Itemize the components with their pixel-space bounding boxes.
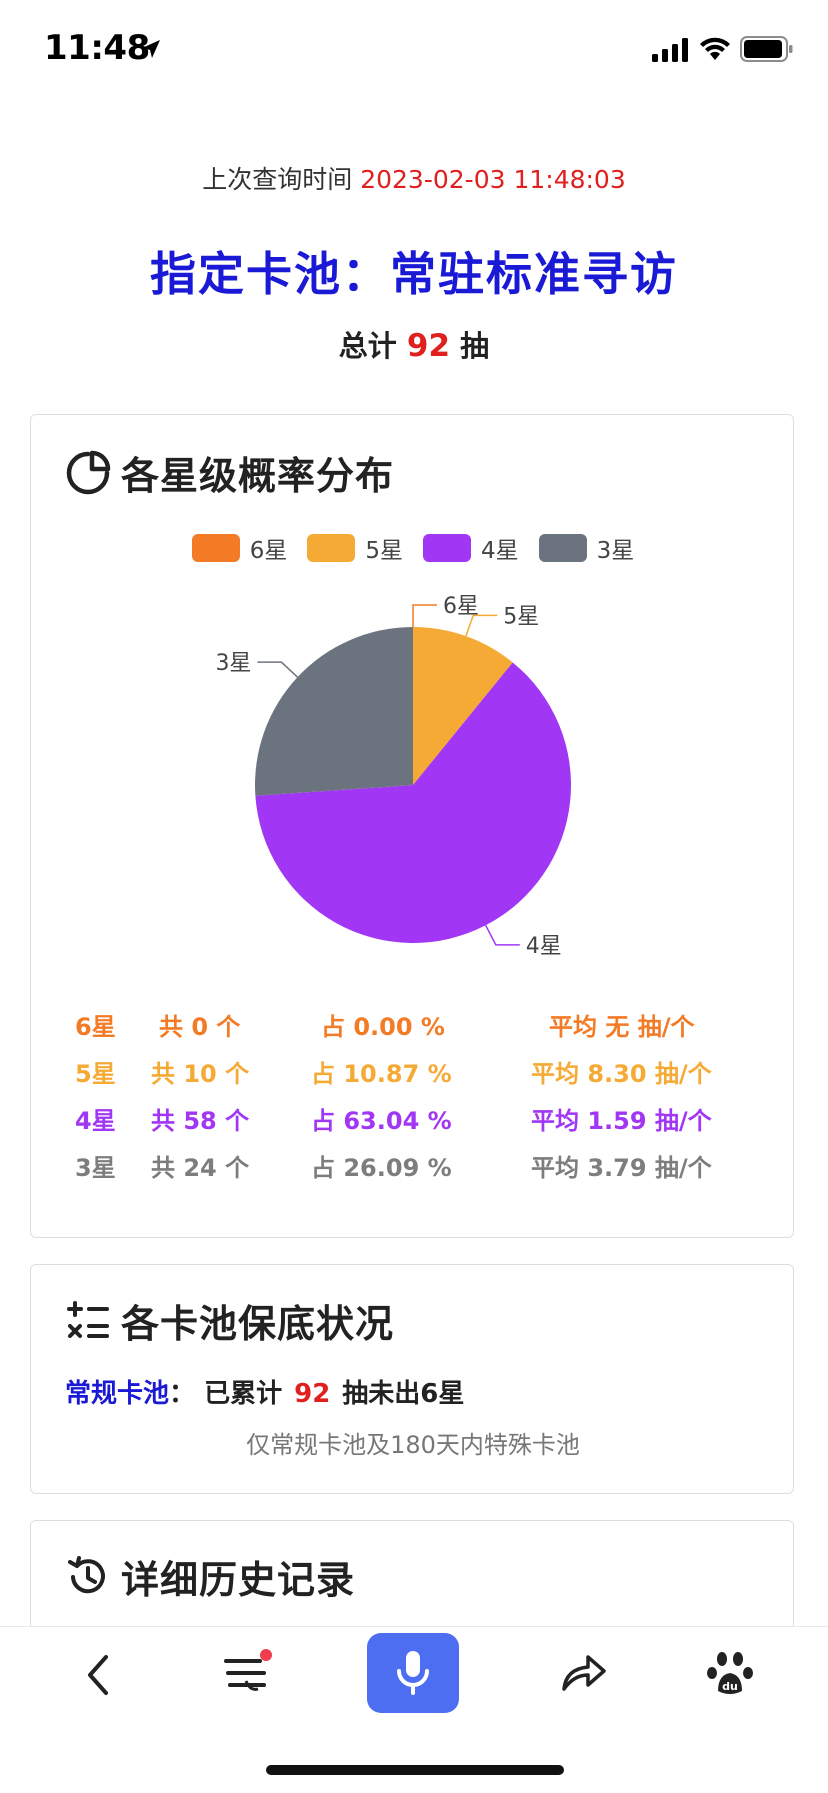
stat-average: 平均 3.79 抽/个: [531, 1154, 712, 1182]
pie-leader-line: [257, 661, 299, 678]
stat-count: 共 10 个: [151, 1060, 250, 1088]
pity-card-header: 各卡池保底状况: [65, 1293, 394, 1348]
distribution-card-title: 各星级概率分布: [121, 454, 395, 498]
pie-label: 5星: [503, 604, 539, 629]
stat-count: 共 24 个: [151, 1154, 250, 1182]
stat-average: 平均 1.59 抽/个: [531, 1107, 712, 1135]
chart-legend: 6星 5星 4星 3星: [31, 531, 795, 565]
stat-row-3star: 3星 共 24 个 占 26.09 % 平均 3.79 抽/个: [31, 1148, 795, 1192]
stat-row-4star: 4星 共 58 个 占 63.04 % 平均 1.59 抽/个: [31, 1101, 795, 1145]
pie-leader-line: [485, 924, 520, 946]
status-bar: 11:48: [0, 0, 828, 100]
bottom-toolbar: du: [0, 1626, 828, 1793]
distribution-card: 各星级概率分布 6星 5星 4星 3星 6星 5星 4星 3星 6星 共 0 个 占 …: [30, 414, 794, 1238]
home-indicator[interactable]: [266, 1765, 564, 1775]
legend-label: 3星: [596, 538, 635, 564]
legend-item-3star[interactable]: 3星: [538, 531, 635, 565]
pity-accum-label: 已累计: [204, 1379, 283, 1409]
pity-note: 仅常规卡池及180天内特殊卡池: [246, 1431, 580, 1459]
pie-slice-3星[interactable]: [254, 627, 413, 796]
query-time-value: 2023-02-03 11:48:03: [360, 165, 626, 194]
stat-percent: 占 26.09 %: [311, 1154, 452, 1182]
stat-count: 共 58 个: [151, 1107, 250, 1135]
total-pulls: 总计 92 抽: [0, 323, 828, 365]
stat-star: 3星: [75, 1154, 116, 1182]
pity-card-title: 各卡池保底状况: [121, 1302, 395, 1346]
pie-chart-icon: [66, 450, 111, 494]
microphone-icon: [397, 1651, 429, 1695]
history-icon: [68, 1555, 105, 1593]
total-suffix: 抽: [460, 329, 490, 363]
stat-percent: 占 10.87 %: [311, 1060, 452, 1088]
legend-swatch: [307, 534, 356, 562]
stat-percent: 占 63.04 %: [311, 1107, 452, 1135]
pie-leader-line: [465, 614, 498, 637]
paw-icon[interactable]: du: [706, 1647, 754, 1699]
pie-slice-4星[interactable]: [255, 662, 571, 943]
pie-leader-line: [412, 604, 437, 627]
cellular-signal-icon: [652, 38, 688, 62]
pity-status-line: 常规卡池： 已累计 92 抽未出6星: [65, 1373, 464, 1410]
last-query-time: 上次查询时间 2023-02-03 11:48:03: [0, 160, 828, 196]
notification-dot: [260, 1649, 272, 1661]
total-prefix: 总计: [338, 329, 397, 363]
stat-star: 5星: [75, 1060, 116, 1088]
stat-row-5star: 5星 共 10 个 占 10.87 % 平均 8.30 抽/个: [31, 1054, 795, 1098]
pity-status-card: 各卡池保底状况 常规卡池： 已累计 92 抽未出6星 仅常规卡池及180天内特殊卡池: [30, 1264, 794, 1494]
legend-label: 4星: [481, 538, 519, 564]
pity-accum-suffix: 抽未出6星: [342, 1379, 465, 1409]
wifi-icon: [700, 37, 730, 60]
stat-percent: 占 0.00 %: [321, 1013, 445, 1041]
stat-count: 共 0 个: [159, 1013, 241, 1041]
stat-star: 4星: [75, 1107, 116, 1135]
voice-search-button[interactable]: [367, 1633, 459, 1713]
pity-pool-name: 常规卡池: [65, 1379, 170, 1409]
stat-row-6star: 6星 共 0 个 占 0.00 % 平均 无 抽/个: [31, 1007, 795, 1051]
back-icon[interactable]: [78, 1651, 118, 1699]
stat-star: 6星: [75, 1013, 116, 1041]
legend-label: 5星: [365, 538, 403, 564]
pity-accum-count: 92: [294, 1379, 331, 1409]
share-icon[interactable]: [558, 1649, 610, 1697]
status-time: 11:48: [44, 28, 150, 68]
total-count: 92: [406, 328, 451, 364]
svg-text:du: du: [722, 1680, 738, 1693]
pool-title: 指定卡池：常驻标准寻访: [150, 247, 678, 301]
distribution-card-header: 各星级概率分布: [65, 445, 394, 500]
history-card-header[interactable]: 详细历史记录: [65, 1549, 355, 1604]
stat-average: 平均 8.30 抽/个: [531, 1060, 712, 1088]
history-card-title: 详细历史记录: [121, 1558, 356, 1602]
pie-slice-5星[interactable]: [413, 627, 513, 785]
pity-colon: ：: [169, 1379, 196, 1409]
pie-label: 4星: [526, 934, 562, 959]
legend-item-6star[interactable]: 6星: [191, 531, 288, 565]
legend-item-5star[interactable]: 5星: [307, 531, 403, 565]
query-time-label: 上次查询时间: [202, 165, 353, 194]
legend-swatch: [423, 534, 471, 562]
legend-label: 6星: [249, 538, 288, 564]
legend-swatch: [538, 534, 587, 562]
menu-icon[interactable]: [220, 1645, 276, 1701]
battery-icon: [740, 36, 793, 62]
legend-swatch: [191, 534, 240, 562]
pie-label: 3星: [215, 651, 251, 676]
location-arrow-icon: [142, 40, 160, 58]
stat-average: 平均 无 抽/个: [549, 1013, 695, 1041]
legend-item-4star[interactable]: 4星: [423, 531, 519, 565]
calculator-icon: [67, 1300, 109, 1338]
